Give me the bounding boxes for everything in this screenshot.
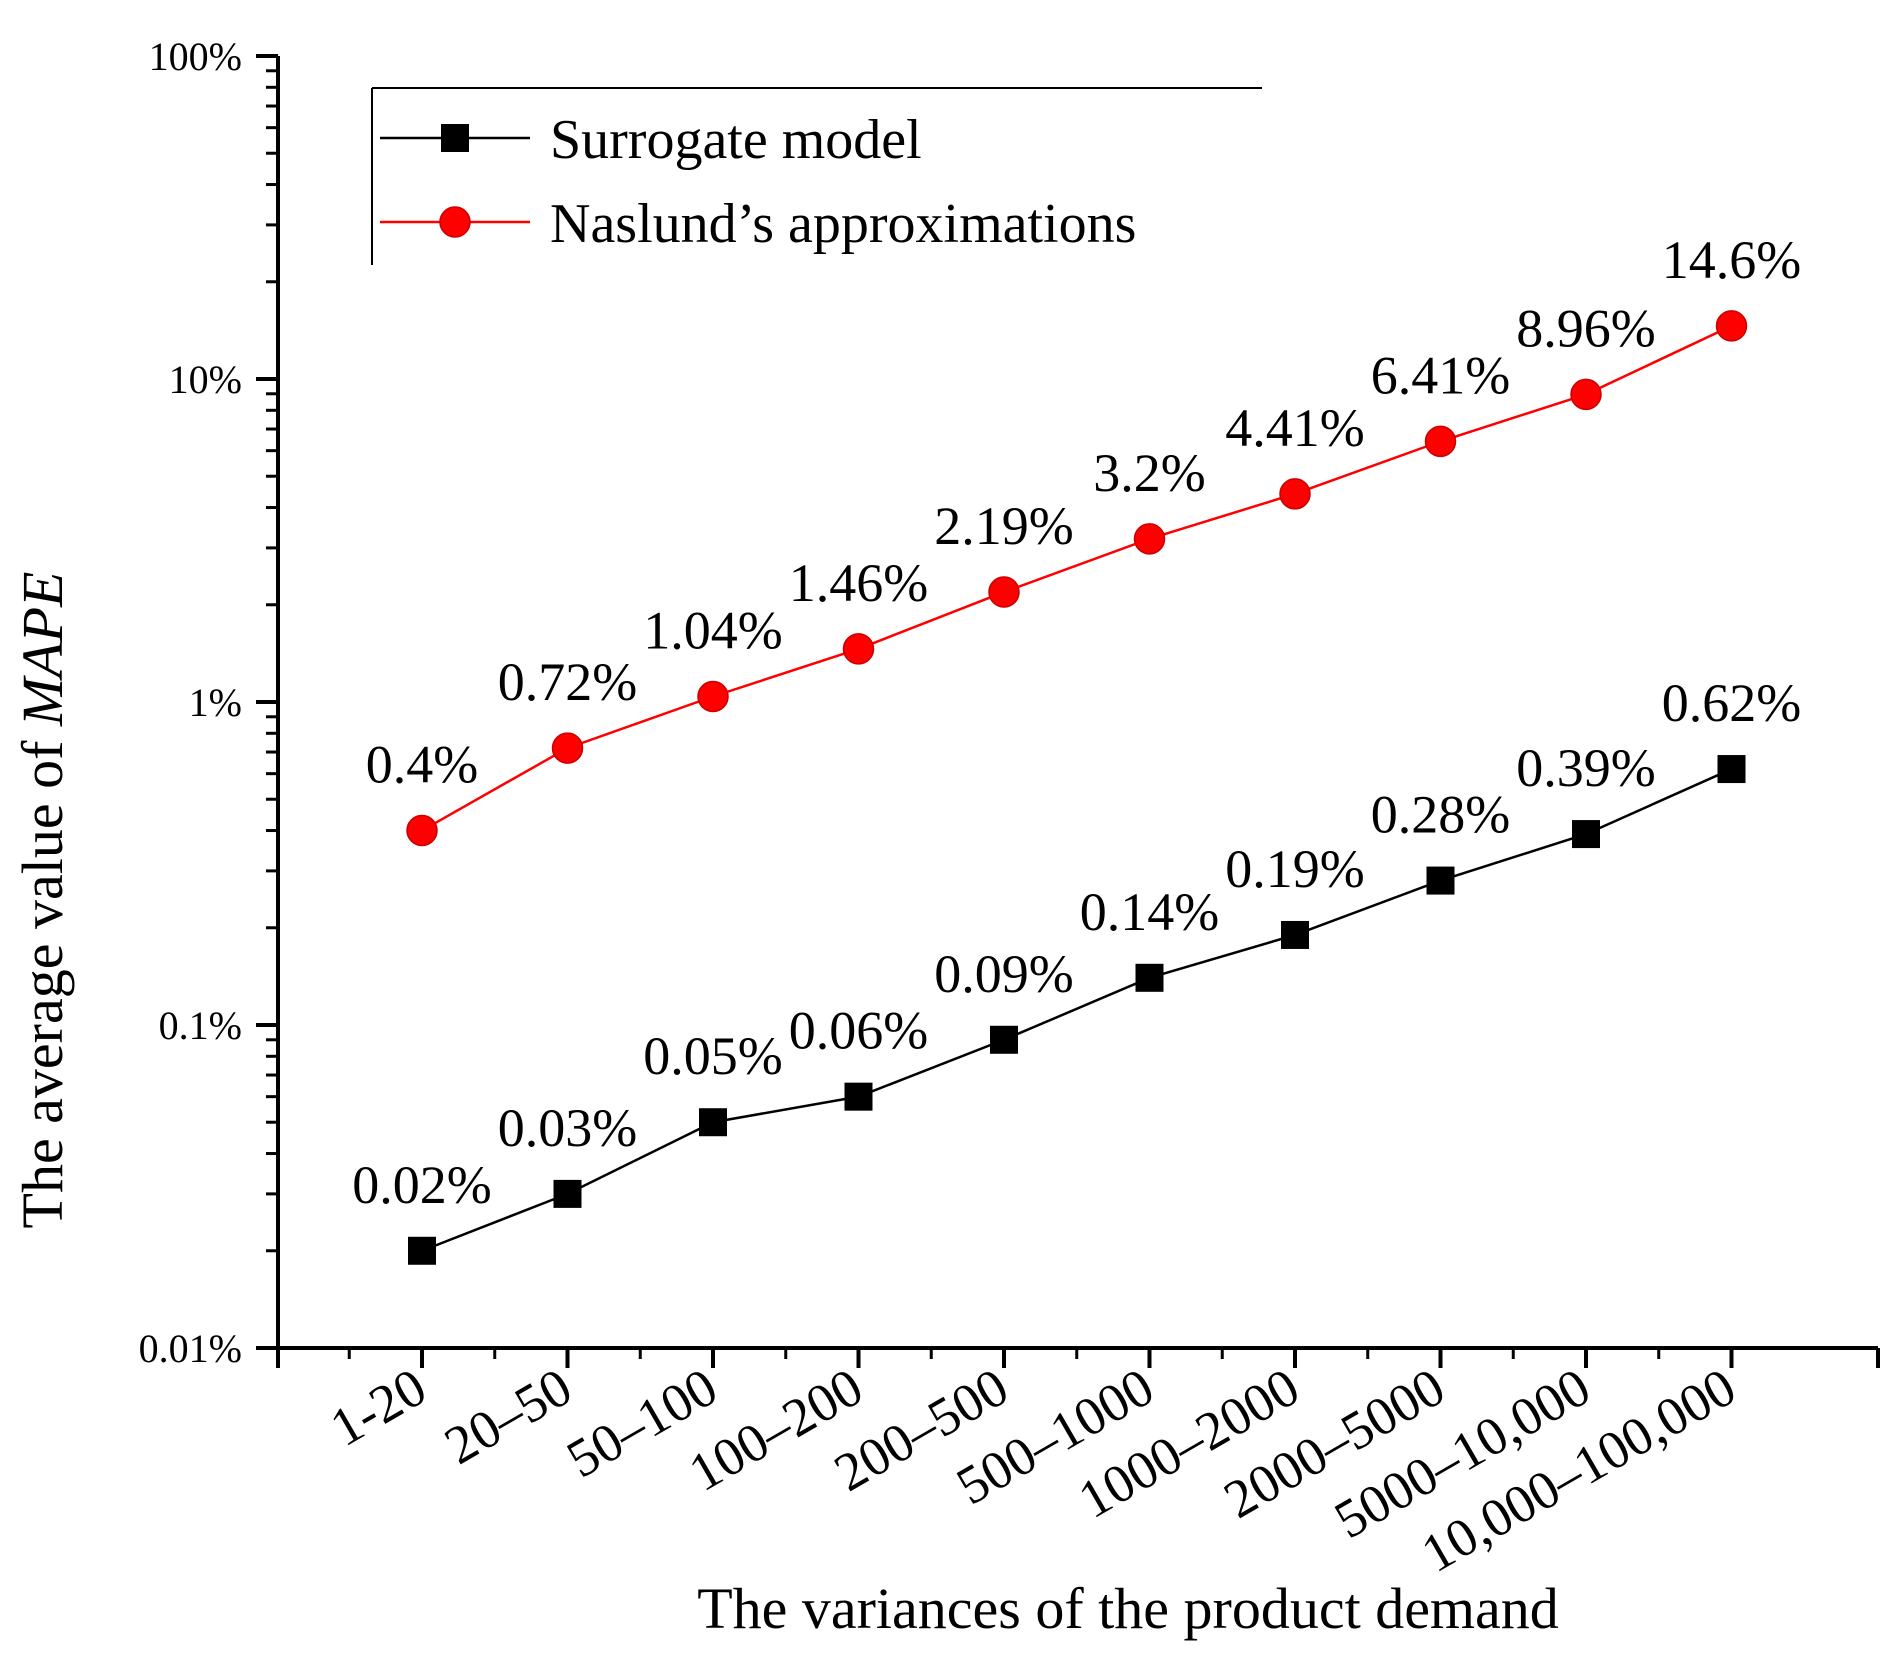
data-point xyxy=(990,1025,1018,1054)
series-markers xyxy=(406,310,1748,1265)
data-point xyxy=(1570,378,1602,411)
data-point xyxy=(1281,920,1309,949)
data-label: 0.14% xyxy=(1080,882,1219,942)
data-label: 0.72% xyxy=(498,652,637,712)
x-tick-label: 20–50 xyxy=(435,1356,582,1475)
data-label: 3.2% xyxy=(1093,443,1205,503)
y-axis-title-italic: MAPE xyxy=(10,572,75,728)
x-tick-label: 1-20 xyxy=(320,1356,436,1457)
data-point xyxy=(988,576,1020,608)
data-point xyxy=(406,814,438,847)
legend-marker xyxy=(439,206,471,238)
data-point xyxy=(842,633,875,665)
data-label: 0.09% xyxy=(934,944,1073,1004)
data-label: 0.4% xyxy=(366,735,478,795)
data-point xyxy=(844,1082,873,1111)
data-label: 0.03% xyxy=(498,1098,637,1158)
data-point xyxy=(551,732,584,764)
data-label: 1.46% xyxy=(789,553,928,613)
data-label: 8.96% xyxy=(1516,298,1655,358)
legend-label: Surrogate model xyxy=(550,109,922,171)
data-point xyxy=(699,1108,727,1137)
legend: Surrogate model Naslund’s approximations xyxy=(371,87,1262,265)
data-point xyxy=(1279,478,1311,510)
data-label: 1.04% xyxy=(643,600,782,660)
series-lines xyxy=(421,324,1733,1252)
data-label: 14.6% xyxy=(1662,230,1801,290)
data-label: 0.28% xyxy=(1371,785,1510,845)
data-labels: 0.02%0.03%0.05% 0.06%0.09%0.14%0.19%0.28%… xyxy=(352,230,1801,1215)
data-label: 6.41% xyxy=(1371,345,1510,405)
data-label: 0.06% xyxy=(789,1001,928,1061)
legend-label: Naslund’s approximations xyxy=(550,193,1136,255)
y-tick-label: 0.01% xyxy=(139,1326,242,1371)
data-label: 0.02% xyxy=(352,1155,491,1215)
data-label: 0.62% xyxy=(1662,673,1801,733)
data-label: 2.19% xyxy=(934,496,1073,556)
series-line-1 xyxy=(421,767,1733,1252)
data-point xyxy=(697,680,729,713)
y-tick-label: 0.1% xyxy=(159,1003,242,1048)
y-tick-label: 1% xyxy=(189,680,242,725)
y-tick-label: 10% xyxy=(169,357,242,402)
data-point xyxy=(1717,755,1746,784)
data-point xyxy=(1572,820,1600,849)
data-label: 4.41% xyxy=(1225,398,1364,458)
legend-marker xyxy=(441,124,469,152)
data-point xyxy=(1426,866,1455,895)
y-tick-label: 100% xyxy=(149,34,242,79)
x-axis-title: The variances of the product demand xyxy=(697,1576,1559,1641)
data-label: 0.19% xyxy=(1225,839,1364,899)
data-point xyxy=(553,1179,582,1208)
y-axis-title: The average value of MAPE xyxy=(10,572,75,1229)
y-axis-title-text: The average value of xyxy=(10,726,75,1228)
data-point xyxy=(1133,523,1166,555)
data-label: 0.05% xyxy=(643,1026,782,1086)
data-point xyxy=(408,1236,436,1265)
data-point xyxy=(1424,425,1457,458)
data-label: 0.39% xyxy=(1516,738,1655,798)
data-point xyxy=(1715,310,1748,342)
data-point xyxy=(1135,963,1164,992)
series-line-2 xyxy=(421,324,1733,832)
axes: 0.01%0.1%1%10%100%1-2020–5050–100100–200… xyxy=(139,34,1880,1584)
